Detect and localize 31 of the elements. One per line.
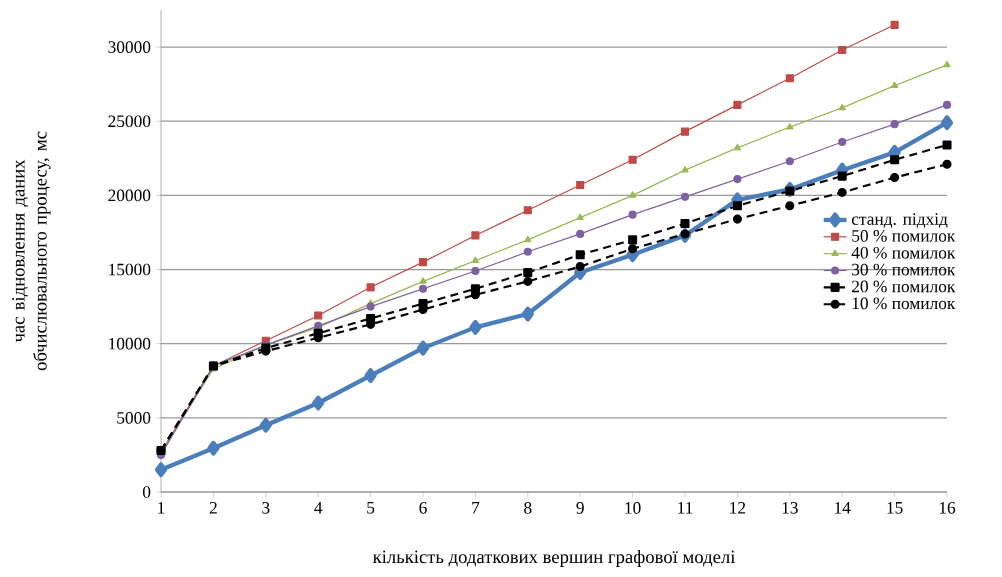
y-axis-title: час відновлення даних обчислювального процесу, мс [12, 131, 51, 371]
x-tick-label: 14 [835, 502, 851, 514]
x-tick-label: 4 [314, 502, 323, 514]
y-tick-label: 5000 [117, 411, 151, 424]
legend-label: 20 % помилок [852, 280, 956, 293]
legend-label: станд. підхід [851, 213, 948, 229]
y-tick-label: 20000 [108, 189, 151, 202]
y-tick-label: 15000 [109, 263, 151, 276]
x-tick-label: 8 [524, 502, 532, 514]
legend-label: 40 % помилок [851, 246, 956, 259]
x-tick-label: 12 [730, 502, 746, 514]
x-tick-label: 6 [419, 502, 427, 514]
x-tick-label: 9 [576, 502, 584, 514]
x-tick-label: 1 [158, 502, 165, 514]
x-tick-label: 16 [939, 502, 956, 514]
legend-label: 30 % помилок [852, 263, 956, 276]
y-tick-label: 0 [142, 486, 151, 498]
x-axis-title: кількість додаткових вершин графової моделі [372, 550, 736, 567]
legend-label: 10 % помилок [852, 297, 956, 310]
x-tick-label: 5 [367, 502, 375, 514]
x-tick-label: 2 [209, 502, 217, 514]
x-tick-label: 13 [782, 502, 798, 514]
y-tick-label: 25000 [108, 115, 151, 128]
y-tick-label: 10000 [109, 337, 151, 350]
x-tick-label: 10 [625, 502, 641, 514]
x-tick-label: 3 [262, 502, 270, 514]
x-tick-label: 11 [678, 502, 693, 514]
y-tick-label: 30000 [108, 41, 151, 53]
legend-label: 50 % помилок [852, 230, 956, 242]
x-tick-label: 15 [887, 502, 903, 514]
x-tick-label: 7 [472, 502, 480, 514]
